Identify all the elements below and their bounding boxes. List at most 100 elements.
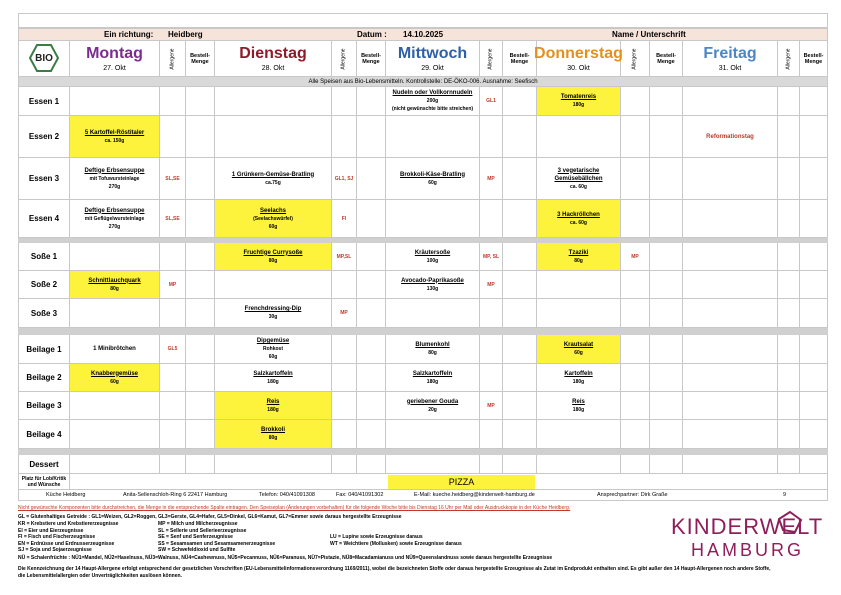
- allergen: MP,SL: [336, 253, 352, 260]
- dish-cell: [683, 271, 778, 299]
- order-cell: [650, 335, 683, 364]
- order-cell: [800, 87, 828, 116]
- dish-cell: [386, 200, 480, 238]
- dish-line: 180g: [572, 406, 585, 413]
- allergen-cell: [778, 158, 800, 200]
- allergen-cell: [778, 243, 800, 271]
- dish-line: Krautsalat: [563, 342, 594, 348]
- allergen-cell: [621, 271, 650, 299]
- allergen: MP: [340, 310, 348, 316]
- dish-line: 80g: [268, 435, 278, 441]
- allergen-cell: SL,SE: [160, 200, 186, 238]
- dish-line: Fruchtige Currysoße: [243, 249, 303, 256]
- dish-line: 270g: [108, 183, 121, 190]
- dish-cell: [683, 243, 778, 271]
- dish-cell: Brokkoli-Käse-Bratling 60g: [386, 158, 480, 200]
- allergen-header: Allergene: [160, 41, 186, 77]
- facility: Heidberg: [168, 30, 203, 39]
- allergen-cell: [480, 299, 503, 328]
- allergen-cell: [778, 455, 800, 474]
- order-cell: [503, 392, 537, 420]
- allergen-cell: SL,SE: [160, 158, 186, 200]
- allergen-cell: MP: [480, 271, 503, 299]
- dish-cell: Blumenkohl 80g: [386, 335, 480, 364]
- dish-line: Nudeln oder Vollkornnudeln: [392, 90, 473, 96]
- dish-line: 200g: [426, 98, 439, 104]
- order-header: Bestell-Menge: [800, 41, 828, 77]
- separator: [18, 449, 828, 455]
- dish-line: 1 Minibrötchen: [93, 346, 136, 352]
- order-header: Bestell-Menge: [503, 41, 537, 77]
- order-cell: [650, 271, 683, 299]
- feedback-label-cell: Platz für Lob/Kritik und Wünsche: [18, 474, 70, 490]
- dish-line: 130g: [426, 285, 439, 292]
- allergen-cell: [332, 364, 357, 392]
- order-cell: [800, 335, 828, 364]
- dish-line: 1 Grünkern-Gemüse-Bratling: [231, 171, 315, 178]
- dish-cell: Deftige Erbsensuppe mit Geflügelwursteinl…: [70, 200, 160, 238]
- header-band: [18, 28, 828, 41]
- order-cell: [503, 87, 537, 116]
- dish-cell: [683, 200, 778, 238]
- feedback-text-cell: PIZZA: [388, 475, 535, 489]
- dish-line: Frenchdressing-Dip: [244, 306, 302, 312]
- dish-line: 180g: [572, 378, 585, 385]
- dish-cell: [215, 271, 332, 299]
- footer-text: Telefon: 040/41091308: [259, 492, 315, 498]
- allergen-cell: [778, 87, 800, 116]
- day-date: 30. Okt: [567, 65, 590, 72]
- dish-line: Salzkartoffeln: [412, 370, 453, 377]
- day-name: Freitag: [703, 45, 757, 62]
- dish-cell: [683, 420, 778, 449]
- dish-line: ca. 60g: [570, 183, 587, 190]
- dish-line: Deftige Erbsensuppe: [84, 167, 145, 174]
- order-cell: [186, 200, 215, 238]
- allergen-cell: [160, 420, 186, 449]
- order-header-text: Bestell-Menge: [361, 52, 381, 65]
- allergen: MP: [631, 253, 639, 260]
- dish-cell: [683, 158, 778, 200]
- day-header: Montag 27. Okt: [70, 41, 160, 77]
- order-cell: [650, 116, 683, 158]
- dish-line: 180g: [426, 378, 439, 385]
- order-cell: [186, 364, 215, 392]
- dish-line: 30g: [268, 314, 278, 320]
- allergen-cell: GL1, SJ: [332, 158, 357, 200]
- order-cell: [186, 299, 215, 328]
- dish-cell: Seelachs (Seelachswürfel) 60g: [215, 200, 332, 238]
- legend-gluten: GL = Glutenhaltiges Getreide : GL1=Weize…: [18, 514, 402, 520]
- row-label: Beilage 1: [26, 344, 62, 354]
- day-header: Dienstag 28. Okt: [215, 41, 332, 77]
- allergen-header-text: Allergene: [785, 47, 792, 70]
- order-cell: [186, 392, 215, 420]
- allergen-cell: [332, 392, 357, 420]
- order-cell: [357, 271, 386, 299]
- order-header: Bestell-Menge: [357, 41, 386, 77]
- dish-cell: [683, 455, 778, 474]
- dish-line: 20g: [428, 406, 437, 413]
- allergen-cell: [160, 364, 186, 392]
- legend-item: FI = Fisch und Fischerzeugnisse: [18, 534, 96, 540]
- dish-cell: 1 Grünkern-Gemüse-Bratling ca.75g: [215, 158, 332, 200]
- brand-city: HAMBURG: [691, 540, 805, 560]
- day-header: Freitag 31. Okt: [683, 41, 778, 77]
- order-cell: [186, 420, 215, 449]
- dish-cell: [537, 116, 621, 158]
- allergen-cell: [480, 364, 503, 392]
- order-cell: [186, 243, 215, 271]
- row-label: Essen 4: [28, 214, 60, 223]
- order-cell: [800, 392, 828, 420]
- logo-cell: [18, 41, 70, 77]
- order-cell: [800, 299, 828, 328]
- row-label-cell: Essen 2: [18, 116, 70, 158]
- notice: Alle Speisen aus Bio-Lebensmitteln. Kont…: [308, 78, 538, 85]
- dish-line: 270g: [108, 223, 121, 230]
- order-cell: [503, 455, 537, 474]
- order-cell: [186, 87, 215, 116]
- order-cell: [800, 200, 828, 238]
- allergen: GL5: [167, 346, 178, 352]
- disclaimer: Die Kennzeichnung der 14 Haupt-Allergene…: [18, 566, 771, 579]
- row-label-cell: Dessert: [18, 455, 70, 474]
- dish-cell: [215, 455, 332, 474]
- dish-line: 3 Hackröllchen: [557, 211, 600, 218]
